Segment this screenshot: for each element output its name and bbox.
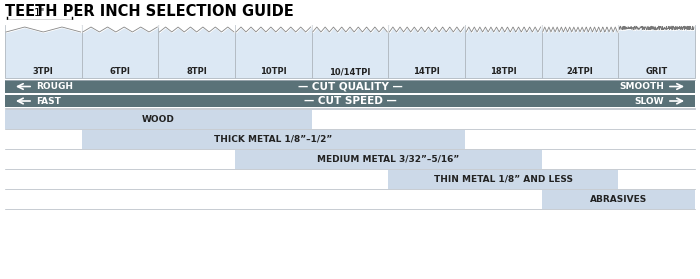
Text: TEETH PER INCH SELECTION GUIDE: TEETH PER INCH SELECTION GUIDE xyxy=(5,4,294,19)
Text: FAST: FAST xyxy=(36,97,61,105)
Text: 10/14TPI: 10/14TPI xyxy=(329,68,371,76)
Text: GRIT: GRIT xyxy=(645,68,668,76)
Bar xyxy=(5,95,695,107)
Text: ROUGH: ROUGH xyxy=(36,82,73,91)
Text: THIN METAL 1/8” AND LESS: THIN METAL 1/8” AND LESS xyxy=(434,174,573,184)
Text: 10TPI: 10TPI xyxy=(260,68,286,76)
Text: 8TPI: 8TPI xyxy=(186,68,207,76)
Text: MEDIUM METAL 3/32”–5/16”: MEDIUM METAL 3/32”–5/16” xyxy=(317,155,459,163)
Text: 6TPI: 6TPI xyxy=(110,68,130,76)
Bar xyxy=(235,150,542,169)
Bar xyxy=(542,189,695,208)
Bar xyxy=(389,25,465,78)
Text: 18TPI: 18TPI xyxy=(490,68,517,76)
Text: — CUT SPEED —: — CUT SPEED — xyxy=(304,96,396,106)
Bar xyxy=(5,25,82,78)
Text: 3TPI: 3TPI xyxy=(33,68,54,76)
Bar xyxy=(542,25,618,78)
Bar xyxy=(82,25,158,78)
Text: ABRASIVES: ABRASIVES xyxy=(589,194,647,203)
Bar xyxy=(158,25,235,78)
Bar xyxy=(235,25,312,78)
Text: THICK METAL 1/8”–1/2”: THICK METAL 1/8”–1/2” xyxy=(214,134,332,143)
Bar xyxy=(618,25,695,78)
Text: — CUT QUALITY —: — CUT QUALITY — xyxy=(298,81,402,92)
Bar xyxy=(5,80,695,93)
Text: 1": 1" xyxy=(34,8,46,18)
Bar xyxy=(465,25,542,78)
Bar xyxy=(82,129,465,148)
Bar xyxy=(5,109,312,129)
Bar xyxy=(312,25,388,78)
Text: WOOD: WOOD xyxy=(142,114,175,124)
Text: SLOW: SLOW xyxy=(634,97,664,105)
Text: 14TPI: 14TPI xyxy=(413,68,440,76)
Text: SMOOTH: SMOOTH xyxy=(619,82,664,91)
Text: 24TPI: 24TPI xyxy=(566,68,594,76)
Bar xyxy=(389,170,618,189)
